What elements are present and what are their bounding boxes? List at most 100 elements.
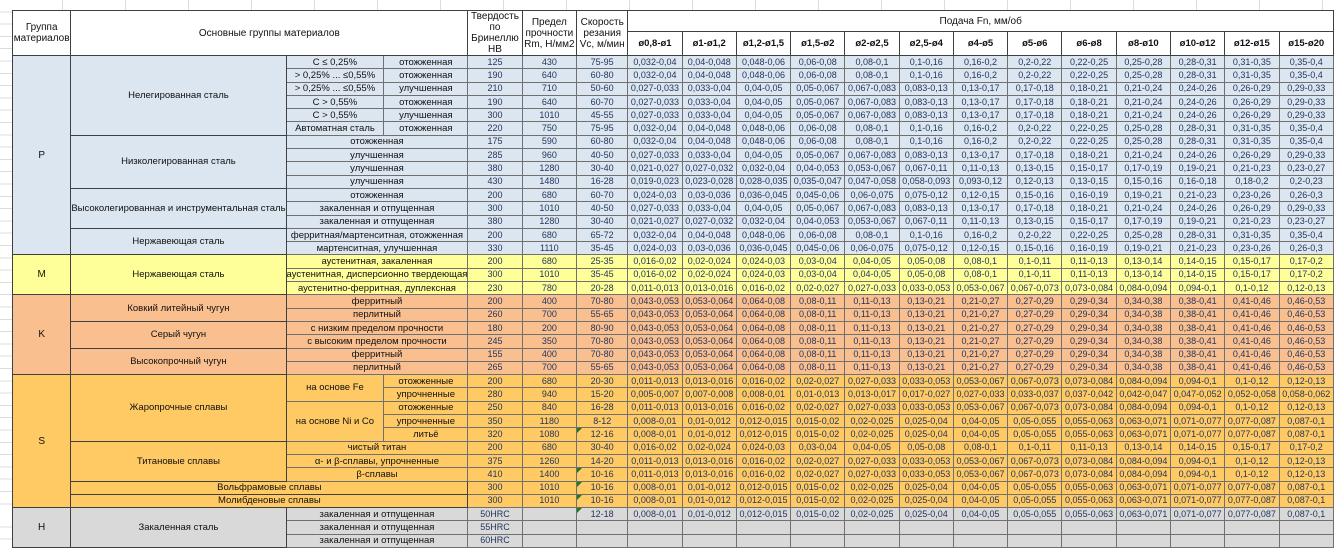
cell-condition[interactable]: с высоким пределом прочности — [285, 334, 469, 349]
cell-hardness[interactable]: 200 — [467, 374, 523, 389]
cell-feed-value[interactable]: 0,11-0,13 — [844, 347, 900, 362]
cell-feed-value[interactable]: 0,04-0,048 — [681, 54, 737, 70]
cell-feed-value[interactable]: 0,28-0,31 — [1169, 68, 1226, 83]
cell-feed-value[interactable]: 0,03-0,04 — [790, 267, 846, 283]
cell-feed-value[interactable]: 0,2-0,22 — [1007, 121, 1063, 136]
cell-feed-value[interactable]: 0,013-0,016 — [681, 467, 737, 482]
cell-feed-value[interactable] — [898, 520, 954, 535]
header-hardness[interactable]: Твердость по Бринеллю HB — [467, 10, 523, 56]
cell-feed-value[interactable]: 0,055-0,063 — [1061, 507, 1117, 522]
cell-feed-value[interactable]: 0,04-0,05 — [735, 81, 792, 96]
cell-feed-value[interactable]: 0,077-0,087 — [1224, 480, 1280, 495]
cell-feed-value[interactable]: 0,15-0,17 — [1061, 214, 1117, 229]
cell-tensile-strength[interactable]: 1110 — [521, 241, 578, 256]
cell-feed-value[interactable]: 0,46-0,53 — [1278, 320, 1334, 336]
cell-tensile-strength[interactable]: 1280 — [521, 161, 578, 176]
cell-feed-value[interactable]: 0,024-0,03 — [735, 254, 792, 269]
cell-feed-value[interactable]: 0,08-0,1 — [844, 227, 900, 243]
cell-feed-value[interactable]: 0,064-0,08 — [735, 320, 792, 336]
cell-feed-value[interactable]: 0,06-0,08 — [790, 54, 846, 70]
cell-feed-value[interactable]: 0,27-0,29 — [1007, 294, 1063, 309]
cell-feed-value[interactable]: 0,29-0,34 — [1061, 360, 1117, 376]
cell-feed-value[interactable]: 0,1-0,11 — [1007, 267, 1063, 283]
cell-feed-value[interactable]: 0,21-0,23 — [1224, 161, 1280, 176]
cell-feed-value[interactable]: 0,067-0,11 — [898, 214, 954, 229]
cell-feed-value[interactable]: 0,15-0,17 — [1224, 267, 1280, 283]
cell-feed-value[interactable]: 0,027-0,033 — [627, 201, 683, 216]
cell-cutting-speed[interactable]: 70-80 — [576, 347, 629, 362]
cell-hardness[interactable]: 350 — [467, 414, 523, 429]
cell-feed-value[interactable] — [1115, 520, 1171, 535]
cell-feed-value[interactable]: 0,007-0,008 — [681, 387, 737, 402]
cell-cutting-speed[interactable]: 60-80 — [576, 68, 629, 83]
cell-feed-value[interactable]: 0,27-0,29 — [1007, 320, 1063, 336]
header-feed-title[interactable]: Подача Fn, мм/об — [627, 9, 1334, 33]
cell-feed-value[interactable]: 0,073-0,084 — [1061, 467, 1117, 482]
cell-feed-value[interactable] — [952, 520, 1009, 535]
cell-hardness[interactable]: 300 — [467, 480, 523, 495]
cell-cutting-speed[interactable]: 75-95 — [576, 54, 629, 70]
cell-feed-value[interactable]: 0,067-0,073 — [1007, 400, 1063, 416]
cell-feed-value[interactable]: 0,067-0,073 — [1007, 453, 1063, 469]
cell-feed-value[interactable]: 0,22-0,25 — [1061, 54, 1117, 70]
cell-feed-value[interactable]: 0,032-0,04 — [627, 227, 683, 243]
cell-feed-value[interactable]: 0,008-0,01 — [735, 387, 792, 402]
cell-feed-value[interactable]: 0,087-0,1 — [1278, 493, 1334, 509]
header-feed-diameter[interactable]: ø1,2-ø1,5 — [735, 31, 792, 56]
cell-hardness[interactable]: 300 — [467, 493, 523, 509]
cell-feed-value[interactable]: 0,02-0,025 — [844, 414, 900, 429]
cell-feed-value[interactable]: 0,31-0,35 — [1224, 68, 1280, 83]
cell-feed-value[interactable]: 0,077-0,087 — [1224, 507, 1280, 522]
cell-feed-value[interactable]: 0,41-0,46 — [1224, 347, 1280, 362]
cell-feed-value[interactable]: 0,19-0,21 — [1115, 241, 1171, 256]
cell-feed-value[interactable]: 0,011-0,013 — [627, 467, 683, 482]
cell-feed-value[interactable]: 0,015-0,02 — [790, 493, 846, 509]
cell-feed-value[interactable] — [1169, 520, 1226, 535]
cell-cutting-speed[interactable]: 45-55 — [576, 108, 629, 123]
cell-feed-value[interactable]: 0,071-0,077 — [1169, 480, 1226, 495]
cell-feed-value[interactable]: 0,08-0,1 — [844, 121, 900, 136]
cell-feed-value[interactable]: 0,027-0,033 — [952, 387, 1009, 402]
header-main-groups[interactable]: Основные группы материалов — [70, 10, 469, 56]
cell-hardness[interactable]: 380 — [467, 161, 523, 176]
cell-feed-value[interactable]: 0,005-0,007 — [627, 387, 683, 402]
cell-feed-value[interactable]: 0,28-0,31 — [1169, 121, 1226, 136]
cell-feed-value[interactable]: 0,12-0,13 — [1278, 467, 1334, 482]
cell-feed-value[interactable]: 0,084-0,094 — [1115, 453, 1171, 469]
header-feed-diameter[interactable]: ø2-ø2,5 — [844, 31, 900, 56]
cell-feed-value[interactable]: 0,032-0,04 — [627, 121, 683, 136]
cell-feed-value[interactable]: 0,05-0,055 — [1007, 427, 1063, 442]
cell-feed-value[interactable]: 0,036-0,045 — [735, 241, 792, 256]
cell-feed-value[interactable]: 0,067-0,073 — [1007, 374, 1063, 389]
cell-feed-value[interactable]: 0,033-0,04 — [681, 108, 737, 123]
cell-feed-value[interactable]: 0,024-0,03 — [735, 440, 792, 455]
cell-material-group[interactable]: P — [11, 54, 72, 256]
cell-feed-value[interactable]: 0,084-0,094 — [1115, 467, 1171, 482]
cell-feed-value[interactable]: 0,015-0,02 — [790, 507, 846, 522]
cell-tensile-strength[interactable] — [521, 507, 578, 522]
cell-condition[interactable]: ферритная/мартенситная, отожженная — [285, 227, 469, 243]
cell-feed-value[interactable]: 0,17-0,18 — [1007, 148, 1063, 163]
cell-feed-value[interactable]: 0,053-0,067 — [952, 400, 1009, 416]
cell-feed-value[interactable]: 0,047-0,052 — [1169, 387, 1226, 402]
cell-feed-value[interactable]: 0,013-0,016 — [681, 400, 737, 416]
cell-feed-value[interactable]: 0,024-0,03 — [627, 241, 683, 256]
cell-feed-value[interactable]: 0,12-0,13 — [1278, 281, 1334, 296]
cell-feed-value[interactable]: 0,053-0,067 — [844, 214, 900, 229]
cell-feed-value[interactable]: 0,23-0,26 — [1224, 241, 1280, 256]
cell-feed-value[interactable]: 0,05-0,067 — [790, 201, 846, 216]
cell-feed-value[interactable]: 0,043-0,053 — [627, 294, 683, 309]
cell-hardness[interactable]: 260 — [467, 307, 523, 322]
cell-material-name[interactable]: Вольфрамовые сплавы — [70, 480, 469, 495]
cell-feed-value[interactable]: 0,033-0,04 — [681, 201, 737, 216]
cell-hardness[interactable]: 55HRC — [467, 520, 523, 535]
cell-feed-value[interactable]: 0,04-0,05 — [735, 148, 792, 163]
cell-feed-value[interactable]: 0,063-0,071 — [1115, 427, 1171, 442]
cell-feed-value[interactable]: 0,19-0,21 — [1169, 161, 1226, 176]
cell-feed-value[interactable]: 0,28-0,31 — [1169, 227, 1226, 243]
cell-feed-value[interactable]: 0,025-0,04 — [898, 507, 954, 522]
cell-tensile-strength[interactable]: 400 — [521, 347, 578, 362]
cell-cutting-speed[interactable]: 60-70 — [576, 94, 629, 110]
cell-feed-value[interactable]: 0,02-0,024 — [681, 254, 737, 269]
cell-feed-value[interactable] — [1115, 533, 1171, 548]
